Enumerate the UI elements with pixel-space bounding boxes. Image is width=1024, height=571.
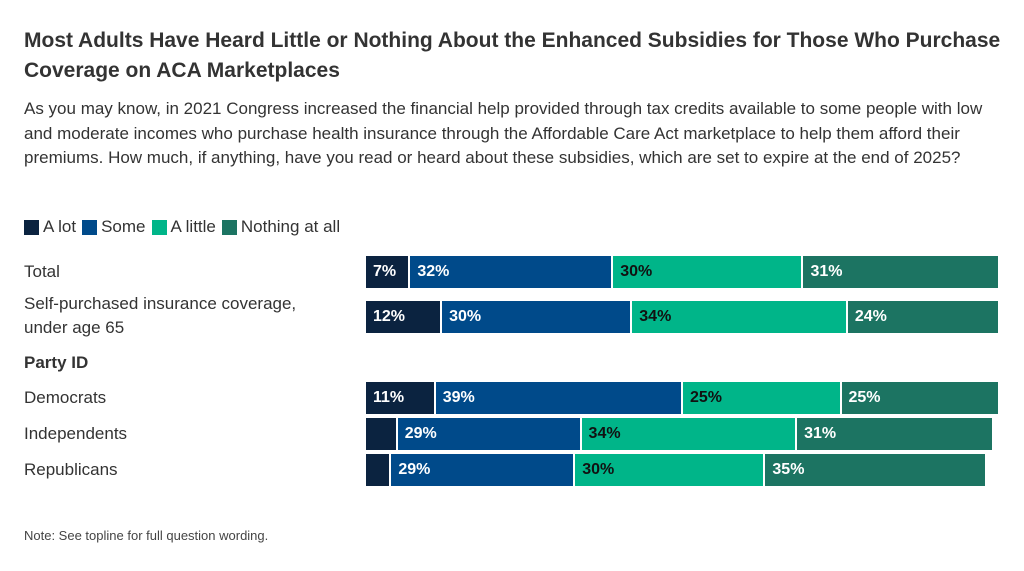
- group-header: Party ID: [24, 353, 89, 372]
- data-label: 29%: [398, 461, 431, 478]
- category-label: Total: [24, 262, 60, 281]
- bar-segment: [435, 382, 683, 414]
- legend-label: Some: [101, 217, 146, 236]
- legend-swatch: [82, 219, 98, 235]
- data-label: 11%: [373, 389, 405, 406]
- legend-label: A little: [170, 217, 216, 236]
- data-label: 30%: [620, 263, 653, 280]
- legend-item: A lot: [24, 217, 76, 237]
- bar-segment: [581, 418, 798, 450]
- category-label: Independents: [24, 424, 128, 443]
- footnote: Note: See topline for full question word…: [24, 528, 269, 543]
- category-label: Republicans: [24, 460, 118, 479]
- bar-segment: [683, 382, 842, 414]
- data-label: 29%: [404, 425, 437, 442]
- data-label: 35%: [772, 461, 805, 478]
- bar-segment: [366, 382, 436, 414]
- data-label: 25%: [848, 389, 881, 406]
- legend-swatch: [24, 219, 39, 235]
- bar-segment: [442, 301, 633, 333]
- bar-segment: [797, 418, 994, 450]
- data-label: 7%: [373, 263, 397, 280]
- legend-item: Some: [82, 217, 146, 237]
- category-label: Democrats: [24, 388, 107, 407]
- chart-title: Most Adults Have Heard Little or Nothing…: [24, 29, 1001, 82]
- data-label: 30%: [449, 308, 482, 325]
- legend-item: A little: [151, 217, 216, 237]
- bar-segment: [765, 454, 988, 486]
- bar-segment: [366, 418, 398, 450]
- data-label: 12%: [373, 308, 406, 325]
- data-label: 31%: [810, 263, 843, 280]
- data-label: 34%: [639, 308, 672, 325]
- data-label: 39%: [442, 389, 475, 406]
- bar-segment: [613, 256, 804, 288]
- data-label: 32%: [417, 263, 450, 280]
- bar-segment: [366, 256, 411, 288]
- legend-label: A lot: [43, 217, 77, 236]
- bar-segment: [397, 418, 582, 450]
- data-label: 24%: [854, 308, 887, 325]
- legend-swatch: [151, 219, 167, 235]
- bar-segment: [391, 454, 576, 486]
- legend-item: Nothing at all: [221, 217, 341, 237]
- legend: A lot Some A little Nothing at all: [24, 217, 346, 237]
- bar-segment: [847, 301, 1000, 333]
- bar-segment: [410, 256, 614, 288]
- bar-segment: [366, 301, 443, 333]
- data-label: 31%: [804, 425, 837, 442]
- bar-segment: [803, 256, 1000, 288]
- category-label: Self-purchased insurance coverage, under…: [24, 294, 297, 337]
- data-label: 30%: [582, 461, 615, 478]
- chart-subtitle: As you may know, in 2021 Congress increa…: [24, 99, 983, 167]
- data-label: 25%: [690, 389, 723, 406]
- legend-swatch: [221, 219, 237, 235]
- data-label: 34%: [588, 425, 621, 442]
- bar-segment: [632, 301, 848, 333]
- bar-segment: [575, 454, 766, 486]
- bar-segment: [366, 454, 392, 486]
- bar-segment: [841, 382, 1000, 414]
- legend-label: Nothing at all: [240, 217, 341, 236]
